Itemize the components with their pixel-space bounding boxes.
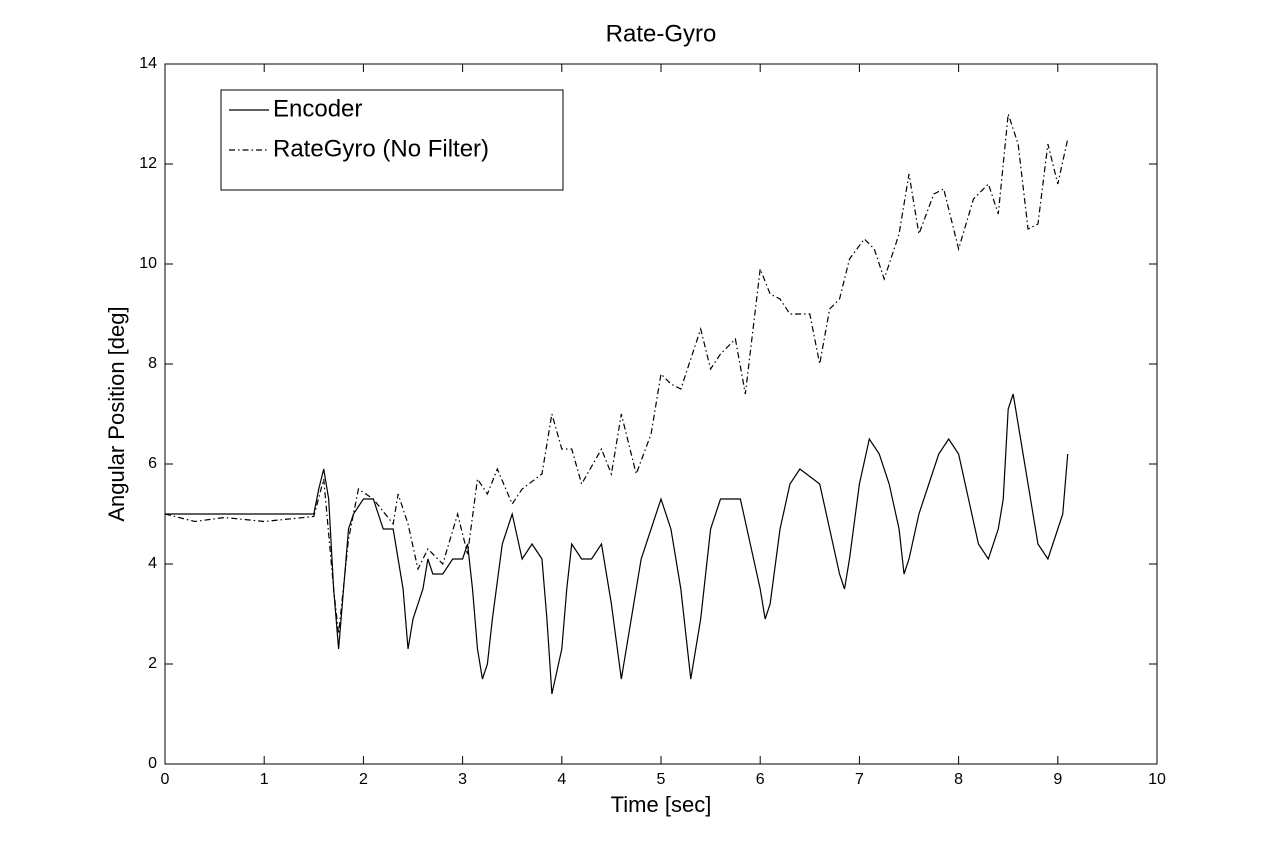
legend-box [220, 89, 564, 191]
x-tick-label: 2 [359, 771, 368, 788]
y-tick-label: 6 [148, 455, 157, 472]
y-tick-label: 10 [139, 255, 157, 272]
x-tick-label: 10 [1148, 771, 1166, 788]
legend-label: Encoder [273, 95, 362, 122]
x-tick-label: 7 [855, 771, 864, 788]
y-axis-label: Angular Position [deg] [104, 306, 129, 521]
x-tick-label: 9 [1053, 771, 1062, 788]
y-tick-label: 0 [148, 755, 157, 772]
y-tick-label: 8 [148, 355, 157, 372]
legend-label: RateGyro (No Filter) [273, 135, 489, 162]
x-tick-label: 1 [260, 771, 269, 788]
y-tick-label: 12 [139, 155, 157, 172]
series-line [164, 113, 1069, 635]
x-tick-label: 6 [756, 771, 765, 788]
chart-title: Rate-Gyro [606, 20, 717, 47]
y-tick-label: 2 [148, 655, 157, 672]
x-tick-label: 4 [557, 771, 566, 788]
y-tick-label: 4 [148, 555, 157, 572]
x-tick-label: 5 [657, 771, 666, 788]
x-axis-label: Time [sec] [611, 792, 712, 817]
series-line [165, 393, 1069, 695]
x-tick-label: 3 [458, 771, 467, 788]
x-tick-label: 8 [954, 771, 963, 788]
x-tick-label: 0 [161, 771, 170, 788]
y-tick-label: 14 [139, 55, 157, 72]
